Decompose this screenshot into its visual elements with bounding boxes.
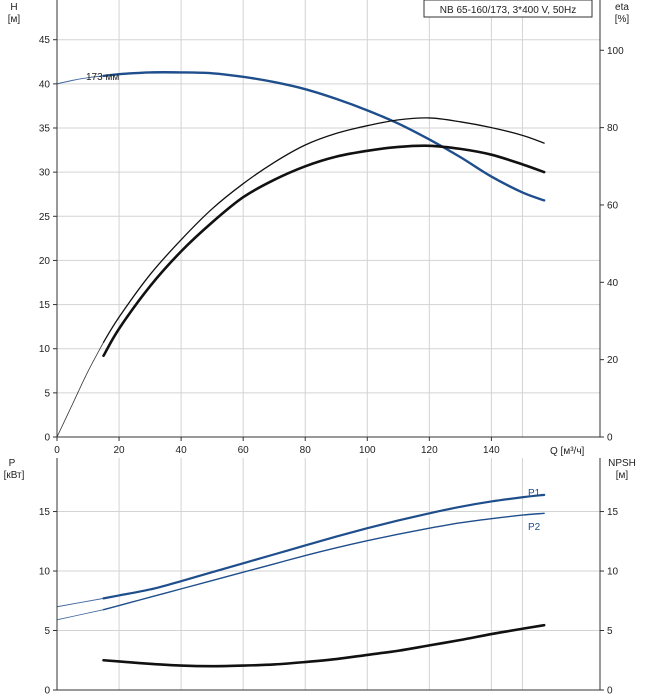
series-layer	[56, 71, 546, 668]
upper-y2-tick-label: 80	[607, 123, 619, 134]
lower-y-tick-label: 15	[39, 507, 51, 518]
upper-eta_thin-extension-line	[56, 342, 104, 438]
upper-y-tick-label: 40	[39, 79, 51, 90]
chart-title: NB 65-160/173, 3*400 V, 50Hz	[440, 5, 576, 16]
upper-y-label-line2: [м]	[8, 14, 21, 25]
x-axis-label: Q [м³/ч]	[550, 446, 585, 457]
grid-layer	[57, 0, 600, 690]
upper-y-tick-label: 35	[39, 124, 51, 135]
lower-y-tick-label: 5	[44, 626, 50, 637]
upper-y2-tick-label: 100	[607, 46, 624, 57]
upper-y-tick-label: 0	[44, 433, 50, 444]
upper-y2-tick-label: 0	[607, 433, 613, 444]
upper-eta_thin-line	[102, 117, 545, 343]
lower-p1-line	[102, 493, 546, 600]
upper-y-tick-label: 45	[39, 35, 51, 46]
x-tick-label: 80	[300, 445, 312, 456]
lower-p2-extension-line	[56, 609, 104, 621]
upper-head-extension-line	[56, 75, 104, 85]
p2-label: P2	[528, 522, 541, 533]
head-curve-label: 173 мм	[86, 72, 119, 83]
upper-y2-tick-label: 40	[607, 278, 619, 289]
lower-p1-extension-line	[56, 597, 104, 608]
upper-y2-tick-label: 20	[607, 355, 619, 366]
x-tick-label: 120	[421, 445, 438, 456]
lower-y-tick-label: 0	[44, 686, 50, 697]
lower-p2-line	[102, 512, 545, 611]
x-tick-label: 0	[54, 445, 60, 456]
lower-y2-tick-label: 0	[607, 686, 613, 697]
upper-y2-label-line1: eta	[615, 2, 629, 13]
chart-title-box	[423, 0, 593, 18]
upper-y-tick-label: 15	[39, 300, 51, 311]
x-tick-label: 40	[176, 445, 188, 456]
upper-y-tick-label: 5	[44, 388, 50, 399]
axes-layer: 0510152025303540450204060801000510150510…	[39, 0, 624, 697]
upper-y-label-line1: H	[10, 2, 17, 13]
lower-y2-tick-label: 15	[607, 507, 619, 518]
upper-y-tick-label: 10	[39, 344, 51, 355]
lower-y-tick-label: 10	[39, 567, 51, 578]
upper-eta_thick-line	[102, 144, 546, 358]
lower-y2-tick-label: 5	[607, 626, 613, 637]
upper-y2-tick-label: 60	[607, 200, 619, 211]
lower-y2-label-line2: [м]	[616, 470, 629, 481]
lower-npsh-line	[102, 623, 546, 668]
x-tick-label: 60	[238, 445, 250, 456]
lower-y-label-line2: [кВт]	[4, 470, 25, 481]
upper-y-tick-label: 25	[39, 212, 51, 223]
upper-y2-label-line2: [%]	[615, 14, 630, 25]
lower-y2-tick-label: 10	[607, 567, 619, 578]
upper-y-tick-label: 30	[39, 168, 51, 179]
lower-y2-label-line1: NPSH	[608, 458, 636, 469]
upper-head-line	[102, 71, 546, 202]
x-tick-label: 140	[483, 445, 500, 456]
x-tick-label: 100	[359, 445, 376, 456]
upper-y-tick-label: 20	[39, 256, 51, 267]
lower-y-label-line1: P	[9, 458, 16, 469]
p1-label: P1	[528, 488, 541, 499]
x-tick-label: 20	[113, 445, 125, 456]
